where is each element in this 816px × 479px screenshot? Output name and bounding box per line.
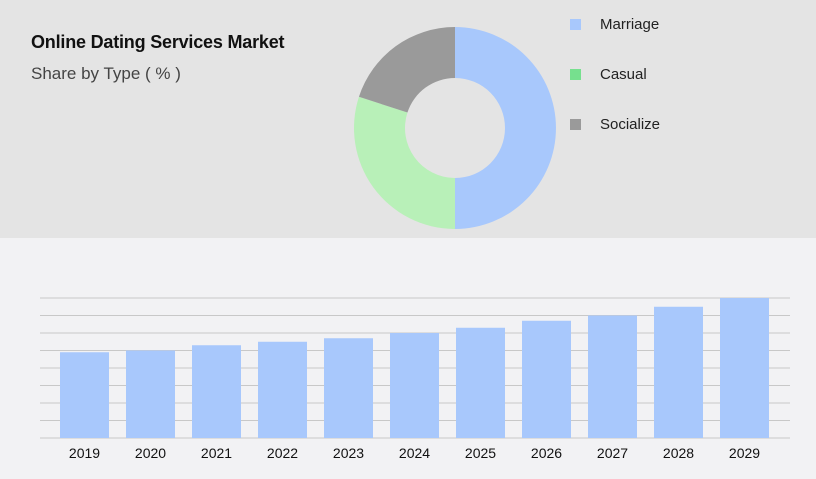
donut-slice-casual bbox=[353, 96, 455, 230]
bar-2020 bbox=[126, 350, 175, 438]
legend-label: Casual bbox=[600, 65, 647, 83]
x-tick-label: 2020 bbox=[135, 445, 166, 461]
x-tick-label: 2019 bbox=[69, 445, 100, 461]
legend-label: Socialize bbox=[600, 115, 661, 133]
legend-item-socialize: Socialize bbox=[570, 114, 660, 134]
bar-2029 bbox=[720, 298, 769, 438]
bar-2021 bbox=[192, 345, 241, 438]
bar-2023 bbox=[324, 338, 373, 438]
bar-2028 bbox=[654, 306, 703, 438]
legend-item-marriage: Marriage bbox=[570, 14, 659, 34]
bar-2025 bbox=[456, 327, 505, 438]
legend-item-casual: Casual bbox=[570, 64, 647, 84]
x-tick-label: 2028 bbox=[663, 445, 694, 461]
bar-2019 bbox=[60, 352, 109, 438]
x-tick-label: 2026 bbox=[531, 445, 562, 461]
bar-2027 bbox=[588, 315, 637, 438]
x-tick-label: 2024 bbox=[399, 445, 430, 461]
legend-swatch bbox=[570, 18, 581, 30]
x-tick-label: 2023 bbox=[333, 445, 364, 461]
bar-2022 bbox=[258, 341, 307, 438]
bar-2026 bbox=[522, 320, 571, 438]
legend-label: Marriage bbox=[600, 15, 660, 33]
chart-title: Online Dating Services Market bbox=[31, 32, 285, 52]
donut-slice-socialize bbox=[358, 27, 455, 113]
donut-slice-marriage bbox=[455, 27, 556, 229]
chart-subtitle: Share by Type ( % ) bbox=[31, 64, 181, 83]
legend-swatch bbox=[570, 68, 581, 80]
x-tick-label: 2021 bbox=[201, 445, 232, 461]
legend: Marriage Casual Socialize bbox=[570, 14, 770, 144]
x-tick-label: 2022 bbox=[267, 445, 298, 461]
x-tick-label: 2027 bbox=[597, 445, 628, 461]
legend-swatch bbox=[570, 118, 581, 130]
x-tick-label: 2025 bbox=[465, 445, 496, 461]
x-tick-label: 2029 bbox=[729, 445, 760, 461]
bar-2024 bbox=[390, 333, 439, 438]
